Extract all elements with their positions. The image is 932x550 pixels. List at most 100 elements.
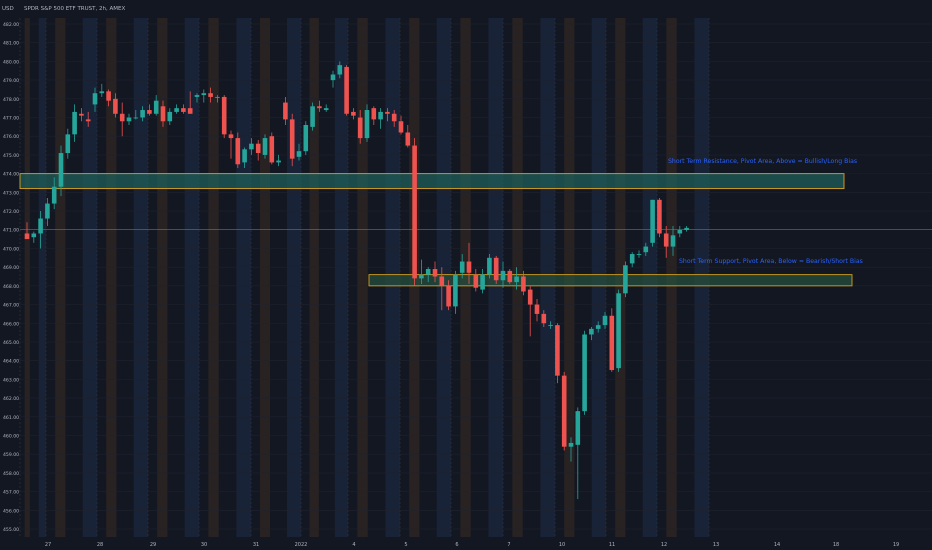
- candle-body: [45, 203, 50, 219]
- candle-body: [79, 113, 84, 116]
- candle: [72, 104, 77, 142]
- candle: [255, 139, 261, 161]
- candle-body: [330, 74, 336, 81]
- candle: [657, 197, 662, 238]
- x-tick-label: 6: [455, 542, 458, 548]
- candle: [79, 108, 84, 122]
- y-tick-label: 482.00: [3, 22, 19, 28]
- candle-body: [106, 91, 111, 101]
- grid-lines: [20, 23, 932, 530]
- y-tick-label: 473.00: [3, 190, 19, 196]
- candle-body: [167, 111, 173, 122]
- y-tick-label: 480.00: [3, 59, 19, 65]
- candle: [555, 323, 560, 384]
- candle: [65, 128, 71, 159]
- candle-body: [446, 285, 451, 307]
- x-tick-label: 28: [97, 542, 103, 548]
- candle: [677, 226, 683, 238]
- candle-body: [480, 274, 485, 290]
- candle: [405, 125, 411, 148]
- y-tick-label: 478.00: [3, 97, 19, 103]
- candle: [480, 269, 485, 294]
- candle: [670, 226, 676, 256]
- candle: [473, 269, 479, 292]
- candle-body: [419, 274, 424, 279]
- candle: [643, 242, 649, 256]
- candle-body: [595, 325, 601, 329]
- candle-body: [160, 106, 166, 122]
- candle-body: [269, 136, 275, 163]
- candle: [310, 102, 315, 131]
- y-tick-label: 471.00: [3, 228, 19, 234]
- x-tick-label: 18: [833, 542, 839, 548]
- candle: [140, 106, 145, 122]
- session-band-orange: [55, 18, 66, 537]
- candle: [119, 102, 125, 137]
- candle-body: [201, 93, 207, 96]
- x-tick-label: 14: [774, 542, 780, 548]
- candle-body: [133, 117, 139, 119]
- candle: [446, 280, 451, 311]
- candle-body: [650, 199, 655, 243]
- candle-body: [391, 113, 397, 122]
- candle-body: [629, 254, 635, 264]
- candle: [276, 154, 281, 167]
- candle-body: [623, 265, 628, 294]
- x-tick-label: 11: [609, 542, 615, 548]
- candle-body: [582, 334, 587, 412]
- y-tick-label: 477.00: [3, 116, 19, 122]
- candle: [636, 250, 642, 258]
- y-tick-label: 466.00: [3, 321, 19, 327]
- candle: [398, 115, 404, 135]
- candle-body: [153, 100, 159, 114]
- chart-title: SPDR S&P 500 ETF TRUST, 2h, AMEX: [24, 6, 125, 12]
- candle-body: [527, 289, 533, 305]
- candle: [616, 289, 621, 372]
- candle-body: [262, 138, 268, 155]
- candle: [493, 255, 499, 284]
- candle-body: [72, 111, 77, 135]
- y-tick-label: 456.00: [3, 508, 19, 514]
- x-tick-label: 4: [352, 542, 355, 548]
- candle: [215, 95, 220, 103]
- candle: [99, 83, 105, 97]
- candle: [323, 104, 329, 112]
- candle-body: [24, 233, 30, 240]
- candle: [106, 89, 111, 107]
- candle: [385, 108, 390, 122]
- candle-body: [534, 304, 540, 314]
- candle: [38, 211, 43, 249]
- session-band-orange: [208, 18, 219, 537]
- candle: [568, 437, 574, 462]
- candle-body: [317, 106, 322, 109]
- candle-body: [235, 138, 241, 165]
- candle: [344, 65, 349, 116]
- candle: [92, 87, 98, 112]
- pivot-zones: [19, 173, 932, 287]
- candle-body: [215, 96, 220, 98]
- y-tick-label: 470.00: [3, 246, 19, 252]
- candle: [521, 270, 526, 296]
- candle-body: [242, 149, 247, 163]
- candle-body: [364, 110, 370, 139]
- x-tick-label: 30: [201, 542, 207, 548]
- candle-body: [385, 111, 390, 114]
- y-tick-label: 464.00: [3, 359, 19, 365]
- candle: [160, 100, 166, 127]
- candle: [439, 267, 445, 311]
- candle: [589, 327, 594, 341]
- x-tick-label: 19: [893, 542, 899, 548]
- candle-body: [453, 274, 458, 307]
- candle: [181, 104, 186, 114]
- candle-body: [289, 119, 295, 159]
- y-tick-label: 459.00: [3, 452, 19, 458]
- candle-body: [140, 110, 145, 118]
- candle: [425, 267, 431, 283]
- candle: [317, 100, 322, 112]
- y-tick-label: 465.00: [3, 340, 19, 346]
- candle-body: [405, 132, 411, 146]
- candle: [167, 108, 173, 125]
- candle-body: [187, 108, 193, 114]
